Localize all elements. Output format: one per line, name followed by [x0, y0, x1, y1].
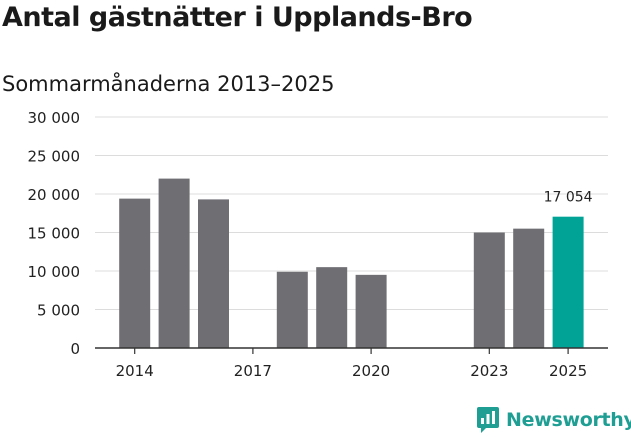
bar-chart: 0 5 000 10 000 15 000 20 000 25 000 30 000 2014…	[28, 109, 608, 380]
bar-2019	[316, 267, 348, 348]
brand-name: Newsworthy	[506, 409, 631, 431]
y-tick-label: 15 000	[28, 225, 81, 243]
chart-title: Antal gästnätter i Upplands-Bro	[2, 2, 473, 33]
newsworthy-logo-icon	[477, 407, 499, 433]
data-label: 17 054	[544, 190, 593, 206]
bar-2016	[198, 199, 229, 348]
y-tick-label: 30 000	[28, 109, 81, 127]
y-tick-label: 10 000	[28, 263, 81, 281]
x-tick-label: 2023	[470, 362, 508, 380]
x-tick-label: 2020	[352, 362, 390, 380]
y-tick-label: 20 000	[28, 186, 81, 204]
x-tick-label: 2014	[116, 362, 154, 380]
y-tick-label: 5 000	[37, 302, 80, 320]
bar-2015	[158, 178, 190, 348]
bar-2020	[355, 274, 387, 348]
bar-2025	[552, 216, 584, 348]
bar-2024	[513, 228, 545, 348]
x-tick-label: 2025	[549, 362, 587, 380]
bar-2018	[276, 271, 308, 348]
newsworthy-brand: Newsworthy	[476, 406, 631, 434]
bar-2014	[119, 198, 151, 348]
chart-subtitle: Sommarmånaderna 2013–2025	[2, 72, 335, 96]
bar-2023	[473, 232, 505, 348]
y-tick-label: 25 000	[28, 148, 81, 166]
y-tick-label: 0	[70, 340, 80, 358]
x-tick-label: 2017	[234, 362, 272, 380]
